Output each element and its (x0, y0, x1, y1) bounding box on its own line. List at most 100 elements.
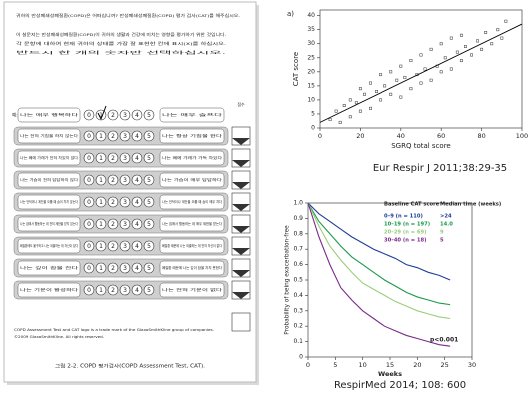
y-tick-label: 10 (307, 96, 315, 103)
scale-circle (83, 218, 95, 230)
scatter-point (409, 59, 413, 63)
scale-circle (95, 218, 107, 230)
scatter-point (504, 19, 508, 23)
score-arrow (232, 160, 250, 167)
y-tick-label: 0 (299, 354, 303, 361)
y-tick-label: 1.0 (293, 200, 303, 207)
scale-circle (107, 240, 119, 252)
scale-number: 4 (135, 243, 139, 250)
scale-number: 2 (111, 177, 115, 184)
scatter-point (455, 50, 459, 54)
scale-circle (107, 218, 119, 230)
scale-number: 0 (87, 243, 91, 250)
scale-number: 5 (147, 265, 151, 272)
x-tick-label: 10 (359, 361, 367, 369)
scale-circle (119, 240, 131, 252)
right-text: 폐질환 때문에 나는 깊이 잠을 자지 못한다 (162, 265, 223, 270)
legend-entry: 0–9 (n = 110) (384, 214, 423, 220)
scale-circle (95, 152, 107, 164)
scatter-point (409, 87, 413, 91)
scale-number: 2 (111, 112, 115, 119)
legend-median: 5 (440, 238, 444, 244)
y-tick-label: 40 (307, 12, 315, 19)
scale-number: 3 (123, 112, 127, 119)
annotation: p<0.001 (430, 337, 458, 344)
x-tick-label: 80 (477, 132, 485, 140)
x-tick-label: 20 (413, 361, 421, 369)
scatter-point (449, 36, 453, 40)
scale-circle (107, 174, 119, 186)
km-curve (307, 202, 451, 320)
scale-circle (119, 130, 131, 142)
scale-number: 5 (147, 287, 151, 294)
scale-number: 3 (123, 199, 127, 206)
scatter-point (354, 101, 358, 105)
scatter-point (429, 47, 433, 51)
scale-circle (143, 262, 155, 274)
scale-circle (95, 174, 107, 186)
intro-text: 각 문항에 대하여 현재 귀하의 상태를 가장 잘 표현한 칸에 표시(X)를 … (16, 41, 226, 46)
intro-text: 이 설문지는 만성폐쇄성폐질환(COPD)이 귀하의 생활과 건강에 미치는 영… (16, 32, 226, 37)
example-check (97, 105, 107, 121)
x-tick-label: 30 (468, 361, 476, 369)
scatter-point (480, 47, 484, 51)
scale-circle (131, 262, 143, 274)
left-box (17, 260, 81, 276)
left-box (17, 107, 81, 123)
scale-circle (119, 109, 131, 121)
scatter-point (439, 42, 443, 46)
scatter-point (463, 45, 467, 48)
legend-median: 9 (440, 230, 444, 236)
scale-number: 2 (111, 221, 115, 228)
scatter-point (459, 59, 463, 63)
scale-number: 2 (111, 155, 115, 162)
scatter-point (443, 56, 447, 60)
score-arrow (232, 270, 250, 277)
scatter-point (369, 81, 372, 85)
scale-circle (131, 130, 143, 142)
scale-number: 3 (123, 265, 127, 272)
score-header: 점수 (237, 101, 245, 107)
total-box (231, 312, 251, 332)
y-tick-label: 5 (311, 110, 315, 117)
scale-circle (131, 218, 143, 230)
right-text: 나는 언덕이나 계단을 오를 때 숨이 매우 차다 (162, 199, 223, 204)
scatter-point (419, 53, 423, 57)
left-box (17, 282, 81, 298)
y-tick-label: 0.2 (293, 323, 303, 330)
right-box (159, 216, 225, 232)
scatter-point (419, 81, 423, 85)
y-tick-label: 25 (307, 54, 315, 61)
left-box (17, 128, 81, 144)
right-text: 나는 폐에 가래가 가득 차있다 (162, 155, 223, 160)
note-text: ©2009 GlaxoSmithKline. All rights reserv… (14, 335, 104, 339)
scale-circle (83, 240, 95, 252)
example-label: 예: (12, 112, 18, 119)
scale-number: 0 (87, 221, 91, 228)
scale-number: 3 (123, 133, 127, 140)
x-axis-title: SGRQ total score (391, 142, 451, 150)
scatter-point (459, 33, 463, 37)
score-arrow (232, 204, 250, 211)
left-text: 나는 폐에 가래가 전혀 차있지 않다 (20, 155, 79, 160)
scale-circle (119, 152, 131, 164)
x-tick-label: 60 (437, 132, 445, 140)
left-box (17, 216, 81, 232)
scatter-point (439, 70, 443, 74)
scale-circle (119, 196, 131, 208)
scatter-point (358, 87, 362, 91)
scatter-point (403, 75, 407, 79)
scale-number: 0 (87, 112, 91, 119)
scale-circle (131, 284, 143, 296)
x-tick-label: 0 (306, 361, 310, 369)
panel-label: a) (287, 10, 294, 18)
scatter-point (429, 78, 433, 82)
scale-circle (95, 196, 107, 208)
document-panel (3, 1, 257, 383)
right-box (159, 150, 225, 166)
scale-number: 0 (87, 287, 91, 294)
scale-number: 4 (135, 155, 139, 162)
scale-number: 3 (123, 221, 127, 228)
scatter-point (369, 106, 372, 110)
scale-number: 1 (99, 112, 103, 119)
